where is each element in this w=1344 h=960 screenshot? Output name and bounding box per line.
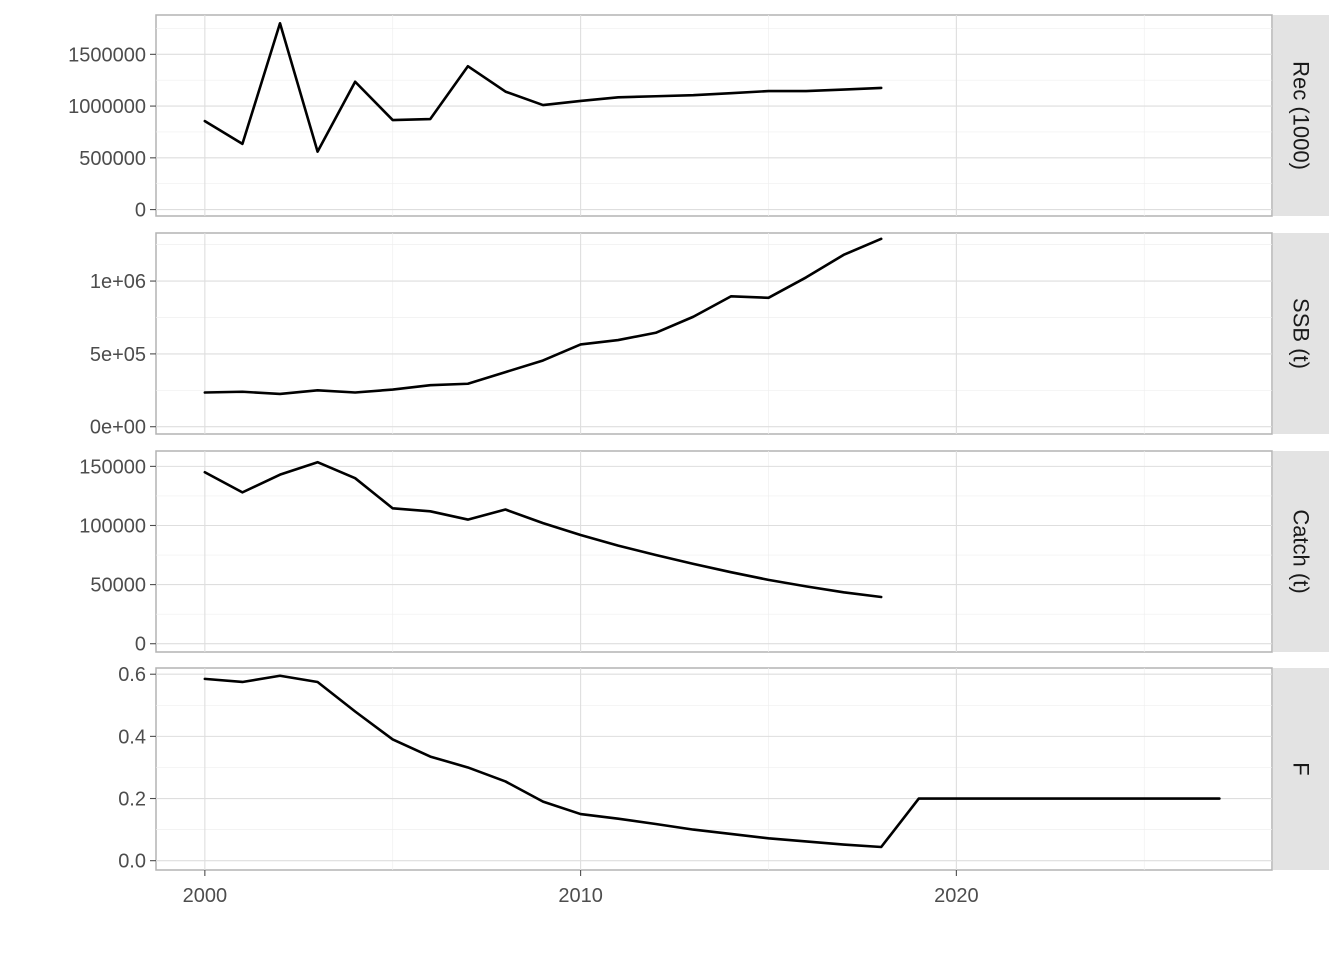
panel-background [155, 14, 1273, 217]
facet-strip [1273, 233, 1329, 434]
panel-background [155, 232, 1273, 435]
y-tick-label: 1e+06 [90, 271, 146, 293]
series-line-catch-t [203, 460, 883, 599]
y-tick-label: 0.0 [118, 851, 146, 873]
y-tick-label: 0 [135, 634, 146, 656]
y-tick-label: 150000 [79, 456, 146, 478]
series-line-f [203, 674, 1221, 849]
y-tick-label: 50000 [90, 575, 146, 597]
y-tick-label: 1000000 [68, 96, 146, 118]
x-tick-label: 2010 [558, 885, 603, 907]
y-tick-label: 0.4 [118, 726, 146, 748]
facet-strip-label: SSB (t) [1289, 298, 1314, 369]
y-tick-label: 5e+05 [90, 344, 146, 366]
facet-strip [1273, 668, 1329, 870]
y-tick-label: 0.6 [118, 664, 146, 686]
y-tick-label: 0 [135, 200, 146, 222]
y-tick-label: 0.2 [118, 789, 146, 811]
x-tick-label: 2000 [183, 885, 228, 907]
x-axis: 2000 2010 2020 [183, 870, 979, 907]
panel-f: 0.0 0.2 0.4 0.6 F [118, 664, 1329, 873]
series-line-rec-1000 [203, 21, 883, 153]
panel-background [155, 667, 1273, 871]
y-tick-label: 100000 [79, 515, 146, 537]
y-tick-label: 500000 [79, 148, 146, 170]
facet-strip-label: Rec (1000) [1289, 61, 1314, 170]
y-tick-label: 0e+00 [90, 417, 146, 439]
facet-strip [1273, 15, 1329, 216]
panel-rec-1000: 0 500000 1000000 1500000 Rec (1000) [68, 14, 1329, 222]
panel-background [155, 450, 1273, 653]
series-line-ssb-t [203, 237, 883, 396]
facet-strip-label: F [1289, 762, 1314, 775]
x-tick-label: 2020 [934, 885, 979, 907]
panel-catch-t: 0 50000 100000 150000 Catch (t) [79, 450, 1329, 656]
facet-strip [1273, 451, 1329, 652]
facet-strip-label: Catch (t) [1289, 509, 1314, 593]
panel-ssb-t: 0e+00 5e+05 1e+06 SSB (t) [90, 232, 1329, 439]
y-tick-label: 1500000 [68, 44, 146, 66]
